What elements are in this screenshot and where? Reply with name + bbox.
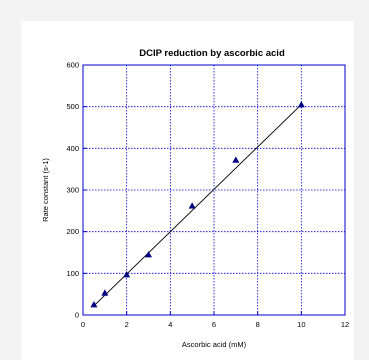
data-point-marker [297, 100, 305, 108]
y-tick-label: 100 [66, 269, 79, 278]
x-tick-label: 8 [256, 320, 260, 329]
y-tick-label: 600 [66, 61, 79, 70]
data-point-marker [144, 250, 153, 258]
fit-line [93, 104, 302, 307]
y-tick-label: 0 [75, 311, 79, 320]
chart-title: DCIP reduction by ascorbic acid [139, 48, 285, 59]
x-tick-label: 12 [341, 320, 349, 329]
data-point-marker [123, 270, 131, 278]
fit-line-group [93, 104, 302, 307]
x-tick-label: 4 [168, 320, 172, 329]
x-tick-label: 6 [212, 320, 216, 329]
y-axis-label: Rate constant (s-1) [41, 158, 50, 222]
x-tick-label: 10 [297, 320, 305, 329]
y-tick-label: 200 [66, 227, 79, 236]
y-axis-ticks: 0 100 200 300 400 500 600 [66, 61, 87, 320]
data-point-marker [188, 202, 196, 209]
x-tick-label: 0 [81, 320, 85, 329]
data-point-marker [232, 156, 240, 163]
y-tick-label: 500 [66, 102, 79, 111]
x-axis-ticks: 0 2 4 6 8 10 12 [81, 311, 349, 329]
y-tick-label: 400 [66, 144, 79, 153]
data-point-marker [101, 289, 109, 296]
x-tick-label: 2 [125, 320, 129, 329]
y-tick-label: 300 [66, 186, 79, 195]
x-axis-label: Ascorbic acid (mM) [182, 340, 247, 349]
data-points [90, 100, 305, 308]
data-point-marker [90, 300, 98, 308]
